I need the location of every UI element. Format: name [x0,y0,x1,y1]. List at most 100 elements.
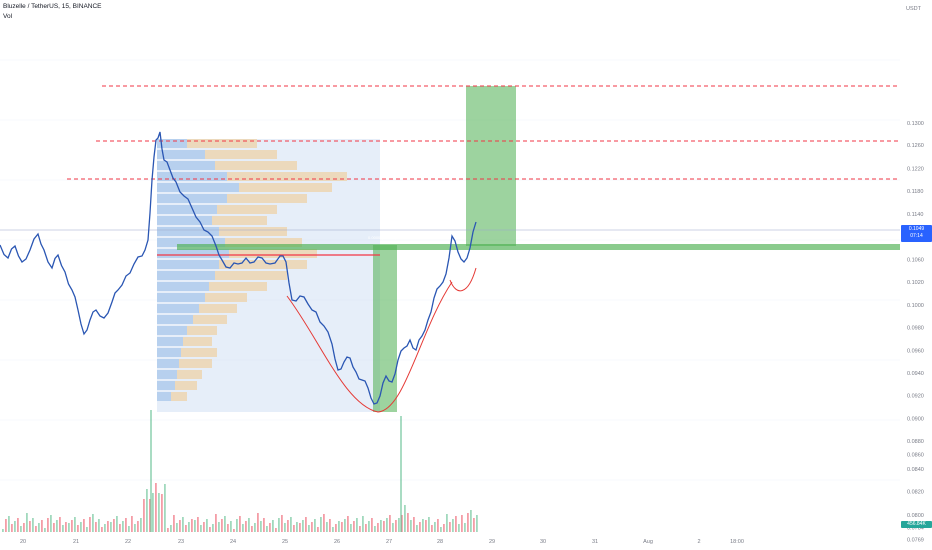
volume-profile-bar-down [171,392,187,401]
time-tick-label: 18:00 [730,539,744,545]
price-tick-label: 0.1260 [907,143,924,149]
time-tick-label: 28 [437,539,443,545]
volume-bar-up [476,515,478,532]
volume-bar-down [347,516,349,532]
volume-bar-up [410,520,412,532]
volume-bar-up [134,524,136,532]
time-tick-label: 22 [125,539,131,545]
volume-bar-up [416,525,418,532]
volume-bar-up [254,523,256,532]
volume-spike [400,416,402,532]
volume-bar-down [425,520,427,532]
volume-bar-down [359,526,361,532]
current-price-value: 0.1049 [908,226,925,232]
volume-bar-up [320,517,322,532]
volume-bar-up [182,517,184,532]
volume-profile-bar-down [229,249,317,258]
volume-bar-up [20,526,22,532]
price-axis[interactable]: 0.13000.12600.12200.11800.11400.11000.10… [906,6,924,544]
volume-profile-bar-down [227,172,347,181]
price-tick-label: 0.0800 [907,513,924,519]
volume-bar-down [83,519,85,532]
volume-bar-up [68,523,70,532]
volume-bar-down [269,523,271,532]
volume-profile-bar-up [157,381,175,390]
volume-profile-bar-down [209,282,267,291]
volume-bar-up [224,516,226,532]
volume-bar-down [377,523,379,532]
volume-bar-down [47,518,49,532]
volume-bar-down [281,515,283,532]
volume-bar-up [116,516,118,532]
volume-profile-bar-up [157,260,219,269]
volume-bar-down [59,517,61,532]
price-tick-label: 0.0960 [907,349,924,355]
volume-profile-bar-up [157,150,205,159]
volume-bar-up [110,522,112,532]
volume-profile-bar-up [157,205,217,214]
volume-profile-bar-up [157,227,219,236]
volume-bar-up [404,505,406,532]
volume-bar-up [272,520,274,532]
resistance-levels[interactable] [67,85,900,256]
price-tick-label: 0.0840 [907,467,924,473]
volume-profile-bar-down [217,205,277,214]
volume-profile-bar-up [157,370,177,379]
position-zones[interactable] [0,86,900,412]
time-axis[interactable]: 20 21 22 23 24 25 26 27 28 29 30 31 Aug 2 18:00 [20,539,744,545]
volume-bar-up [44,528,46,532]
volume-bar-down [437,519,439,532]
current-price-tag: 0.1049 07:14 [901,225,932,242]
volume-bar-up [38,523,40,532]
volume-bar-up [344,519,346,532]
symbol-title[interactable]: Bluzelle / TetherUS, 15, BINANCE [3,3,102,10]
volume-bar-down [455,516,457,532]
volume-bar-down [245,521,247,532]
price-tick-label: 0.0769 [907,538,924,544]
drawings[interactable] [286,267,477,413]
time-tick-label: 26 [334,539,340,545]
volume-profile-bar-down [183,337,212,346]
volume-profile [157,139,380,412]
volume-bar-down [263,518,265,532]
volume-bar-up [470,510,472,532]
price-tick-label: 0.1020 [907,280,924,286]
volume-value-tag: 456.84K [901,521,932,528]
price-tick-label: 0.0980 [907,325,924,331]
volume-bar-up [284,523,286,532]
volume-bar-up [242,524,244,532]
volume-bar-down [287,520,289,532]
volume-bar-down [371,518,373,532]
long-position-2-label: 0.0000 (15.070) 0% [473,71,509,76]
long-position-1-zone [373,245,397,412]
volume-bar-down [143,499,145,532]
volume-bar-up [314,519,316,532]
volume-bar-down [353,521,355,532]
volume-bar-up [26,513,28,532]
volume-bar-down [299,523,301,532]
volume-bar-up [80,522,82,532]
volume-profile-bar-down [225,238,302,247]
volume-bar-up [290,517,292,532]
volume-bar-up [392,523,394,532]
volume-bar-down [125,518,127,532]
volume-profile-bar-up [157,359,179,368]
volume-bar-down [5,519,7,532]
volume-indicator-label[interactable]: Vol [3,13,13,20]
volume-bar-up [362,516,364,532]
volume-bar-up [248,518,250,532]
support-band [177,244,900,250]
time-tick-label: 25 [282,539,288,545]
time-tick-label: 29 [489,539,495,545]
volume-bar-up [152,493,154,532]
volume-bar-up [56,520,58,532]
volume-bar-up [458,524,460,532]
volume-profile-bar-down [215,161,297,170]
volume-bar-down [335,524,337,532]
volume-spike [150,410,152,532]
volume-bar-up [8,516,10,532]
volume-bar-up [200,525,202,532]
volume-bar-down [233,529,235,532]
